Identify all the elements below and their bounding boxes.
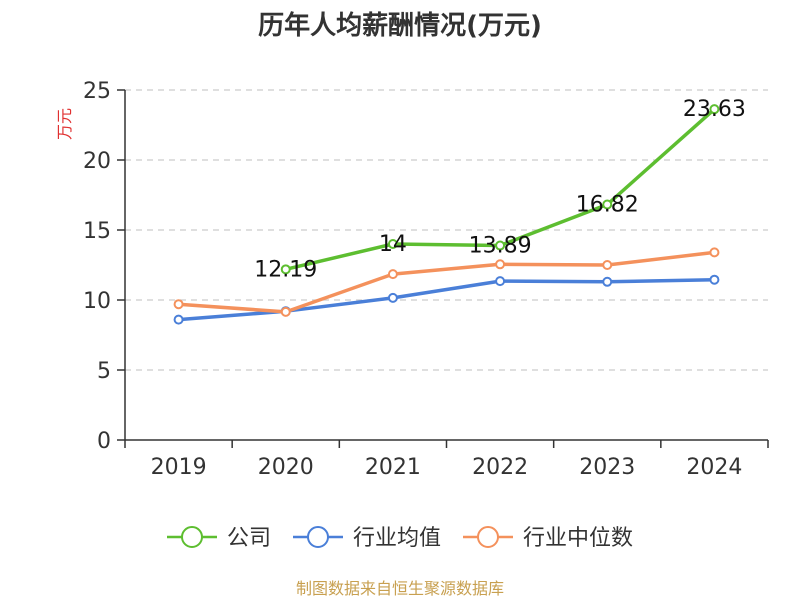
x-tick-label: 2020 [258, 455, 314, 480]
y-tick-label: 20 [83, 149, 111, 174]
data-point [280, 306, 291, 317]
legend: 公司 行业均值 行业中位数 [167, 526, 633, 551]
data-point [495, 240, 506, 251]
series-0: 12.19 14 13.89 16.82 23.63 [254, 97, 746, 282]
y-tick-label: 25 [83, 79, 111, 104]
data-label: 16.82 [576, 193, 639, 218]
x-tick-label: 2022 [472, 455, 528, 480]
legend-item-2[interactable]: 行业中位数 [463, 526, 633, 551]
y-axis-label: 万元 [55, 108, 74, 140]
data-point [602, 276, 613, 287]
data-point [709, 247, 720, 258]
legend-marker [181, 526, 203, 548]
data-label: 13.89 [469, 234, 532, 259]
x-tick-label: 2023 [579, 455, 635, 480]
data-point [709, 104, 720, 115]
y-tick-label: 10 [83, 289, 111, 314]
series-line [178, 277, 715, 322]
x-tick-label: 2024 [686, 455, 742, 480]
data-point [280, 264, 291, 275]
data-point [387, 239, 398, 249]
legend-label: 行业均值 [353, 526, 441, 551]
legend-marker [307, 526, 329, 548]
data-point [387, 269, 398, 280]
x-tick-label: 2021 [365, 455, 421, 480]
data-point [173, 299, 184, 310]
series-line [178, 250, 715, 314]
legend-label: 公司 [227, 526, 271, 551]
data-label: 23.63 [683, 97, 746, 122]
chart-title: 历年人均薪酬情况(万元) [258, 10, 542, 41]
legend-item-0[interactable]: 公司 [167, 526, 271, 551]
data-label: 14 [379, 232, 407, 257]
y-tick-label: 15 [83, 219, 111, 244]
x-tick-label: 2019 [151, 455, 207, 480]
legend-item-1[interactable]: 行业均值 [293, 526, 441, 551]
legend-marker [477, 526, 499, 548]
data-point [602, 199, 613, 210]
data-point [602, 260, 613, 270]
data-point [495, 276, 506, 287]
data-point [709, 274, 720, 285]
y-tick-label: 0 [97, 429, 111, 454]
axes: 0 5 10 15 20 25 2019 2020 2021 2022 2023 2024 [83, 79, 769, 480]
series-2 [173, 247, 720, 317]
grid-lines [125, 89, 768, 371]
series-group: 12.19 14 13.89 16.82 23.63 [173, 97, 746, 325]
data-point [173, 314, 184, 325]
data-point [495, 259, 506, 270]
legend-label: 行业中位数 [523, 526, 633, 551]
data-label: 12.19 [254, 257, 317, 282]
source-note: 制图数据来自恒生聚源数据库 [296, 579, 504, 598]
y-tick-label: 5 [97, 359, 111, 384]
data-point [387, 292, 398, 303]
